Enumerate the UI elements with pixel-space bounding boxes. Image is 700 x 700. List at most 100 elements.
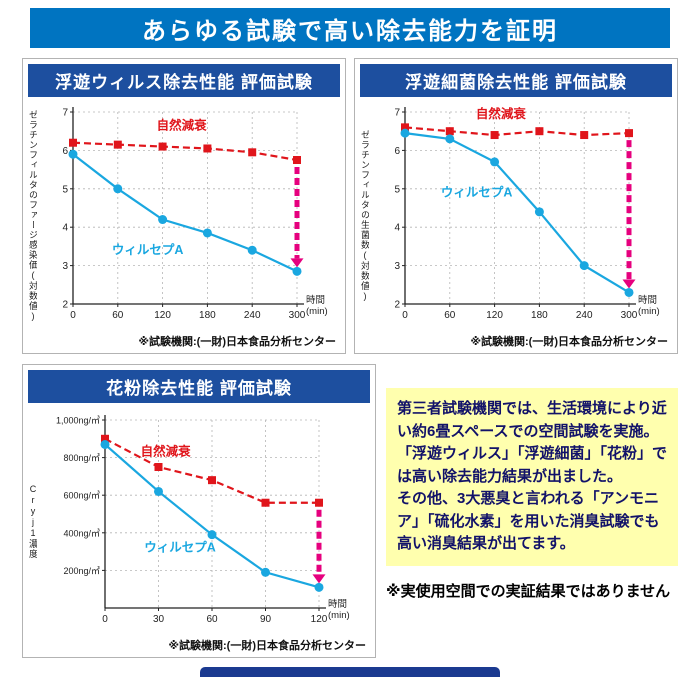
svg-text:300: 300 [621,310,638,321]
square-marker [154,463,163,471]
square-marker [401,123,409,132]
summary-paragraph-1: 第三者試験機関では、生活環境により近い約6畳スペースでの空間試験を実施。 [397,400,667,440]
square-marker [625,129,633,138]
content-area: 浮遊ウィルス除去性能 評価試験 ゼラチンフィルタのファージ感染価(対数値) 2 3… [0,58,700,658]
difference-arrow [312,509,326,584]
circle-marker [624,287,634,297]
svg-text:(min): (min) [328,610,350,621]
svg-text:0: 0 [102,614,108,625]
disclaimer-note: ※実使用空間での実証結果ではありません [386,582,671,600]
svg-text:600ng/㎥: 600ng/㎥ [63,491,100,501]
circle-marker [247,245,257,255]
difference-arrow [622,140,636,289]
svg-text:120: 120 [486,310,503,321]
svg-text:4: 4 [394,223,400,234]
bottom-row: 花粉除去性能 評価試験 Cryj1濃度 200ng/㎥ 400ng/㎥ 600ng/… [22,364,678,658]
circle-marker [445,134,455,144]
svg-text:0: 0 [70,310,76,321]
series-line-0 [72,141,298,162]
svg-text:400ng/㎥: 400ng/㎥ [63,528,100,538]
series-label-0: 自然減衰 [141,444,192,459]
svg-text:180: 180 [199,310,216,321]
circle-marker [314,582,324,592]
bacteria-test-organization-note: ※試験機関:(一財)日本食品分析センター [470,336,668,348]
square-marker [535,127,544,136]
series-label-0: 自然減衰 [476,106,527,121]
svg-text:2: 2 [62,300,68,311]
bacteria-chart: 2 3 4 5 6 7 0 60 120 180 240 300 時間 (min) 自然減衰 ウィルセプA [370,100,672,332]
virus-test-organization-note: ※試験機関:(一財)日本食品分析センター [138,336,336,348]
svg-text:1,000ng/㎥: 1,000ng/㎥ [56,416,100,426]
series-label-1: ウィルセプA [112,242,184,257]
summary-paragraph-2: 「浮遊ウィルス」「浮遊細菌」「花粉」では高い除去能力結果が出ました。 [397,445,668,485]
svg-text:60: 60 [444,310,456,321]
square-marker [315,498,323,507]
svg-text:7: 7 [62,108,68,119]
svg-text:7: 7 [394,108,400,119]
circle-marker [490,157,500,167]
summary-column: 第三者試験機関では、生活環境により近い約6畳スペースでの空間試験を実施。 「浮遊… [386,364,678,658]
square-marker [261,498,270,507]
circle-marker [100,439,110,449]
svg-text:0: 0 [402,310,408,321]
svg-text:(min): (min) [638,306,660,317]
circle-marker [68,149,78,159]
svg-text:3: 3 [394,261,400,272]
pollen-y-axis-label: Cryj1濃度 [28,483,37,559]
next-section-edge [200,667,500,677]
circle-marker [400,128,410,138]
circle-marker [534,207,544,217]
square-marker [101,434,109,443]
bacteria-y-axis-label: ゼラチンフィルタの生菌数(対数値) [360,130,369,302]
pollen-test-title: 花粉除去性能 評価試験 [28,370,370,403]
square-marker [69,138,77,147]
svg-text:時間: 時間 [306,295,325,306]
svg-text:60: 60 [206,614,218,625]
square-marker [158,142,167,151]
svg-text:4: 4 [62,223,68,234]
svg-text:180: 180 [531,310,548,321]
svg-text:90: 90 [260,614,272,625]
circle-marker [202,228,212,238]
svg-text:5: 5 [394,184,400,195]
panel-virus-test: 浮遊ウィルス除去性能 評価試験 ゼラチンフィルタのファージ感染価(対数値) 2 3… [22,58,346,354]
series-line-1 [72,153,298,273]
square-marker [113,140,122,149]
bacteria-chart-wrap: ゼラチンフィルタの生菌数(対数値) 2 3 4 5 6 7 0 60 120 180 240 300 時… [360,100,672,332]
circle-marker [579,261,589,271]
svg-text:6: 6 [62,146,68,157]
summary-note-box: 第三者試験機関では、生活環境により近い約6畳スペースでの空間試験を実施。 「浮遊… [386,388,678,566]
square-marker [203,144,212,153]
square-marker [293,156,301,164]
bacteria-test-title: 浮遊細菌除去性能 評価試験 [360,64,672,97]
series-line-0 [404,126,630,137]
svg-text:5: 5 [62,184,68,195]
svg-text:240: 240 [244,310,261,321]
pollen-test-organization-note: ※試験機関:(一財)日本食品分析センター [168,640,366,652]
summary-paragraph-3: その他、3大悪臭と言われる「アンモニア」「硫化水素」を用いた消臭試験でも高い消臭… [397,490,660,552]
square-marker [580,131,589,140]
panel-bacteria-test: 浮遊細菌除去性能 評価試験 ゼラチンフィルタの生菌数(対数値) 2 3 4 5 6 7 0 6… [354,58,678,354]
circle-marker [292,266,302,276]
circle-marker [261,567,270,577]
square-marker [208,476,216,485]
pollen-chart: 200ng/㎥ 400ng/㎥ 600ng/㎥ 800ng/㎥ 1,000ng/㎥ 0 30… [38,406,370,636]
circle-marker [158,215,168,225]
svg-text:800ng/㎥: 800ng/㎥ [63,453,100,463]
circle-marker [113,184,123,194]
square-marker [248,148,257,157]
svg-text:60: 60 [112,310,124,321]
svg-text:(min): (min) [306,306,328,317]
svg-text:3: 3 [62,261,68,272]
svg-text:6: 6 [394,146,400,157]
pollen-chart-wrap: Cryj1濃度 200ng/㎥ 400ng/㎥ 600ng/㎥ 800ng/㎥ 1,00… [28,406,370,636]
virus-chart-wrap: ゼラチンフィルタのファージ感染価(対数値) 2 3 4 5 6 7 0 60 120 180 240… [28,100,340,332]
svg-text:120: 120 [154,310,171,321]
virus-chart: 2 3 4 5 6 7 0 60 120 180 240 300 時間 (min) 自然減衰 ウィルセプA [38,100,340,332]
svg-text:2: 2 [394,300,400,311]
virus-y-axis-label: ゼラチンフィルタのファージ感染価(対数値) [28,110,37,322]
series-label-1: ウィルセプA [441,184,513,199]
